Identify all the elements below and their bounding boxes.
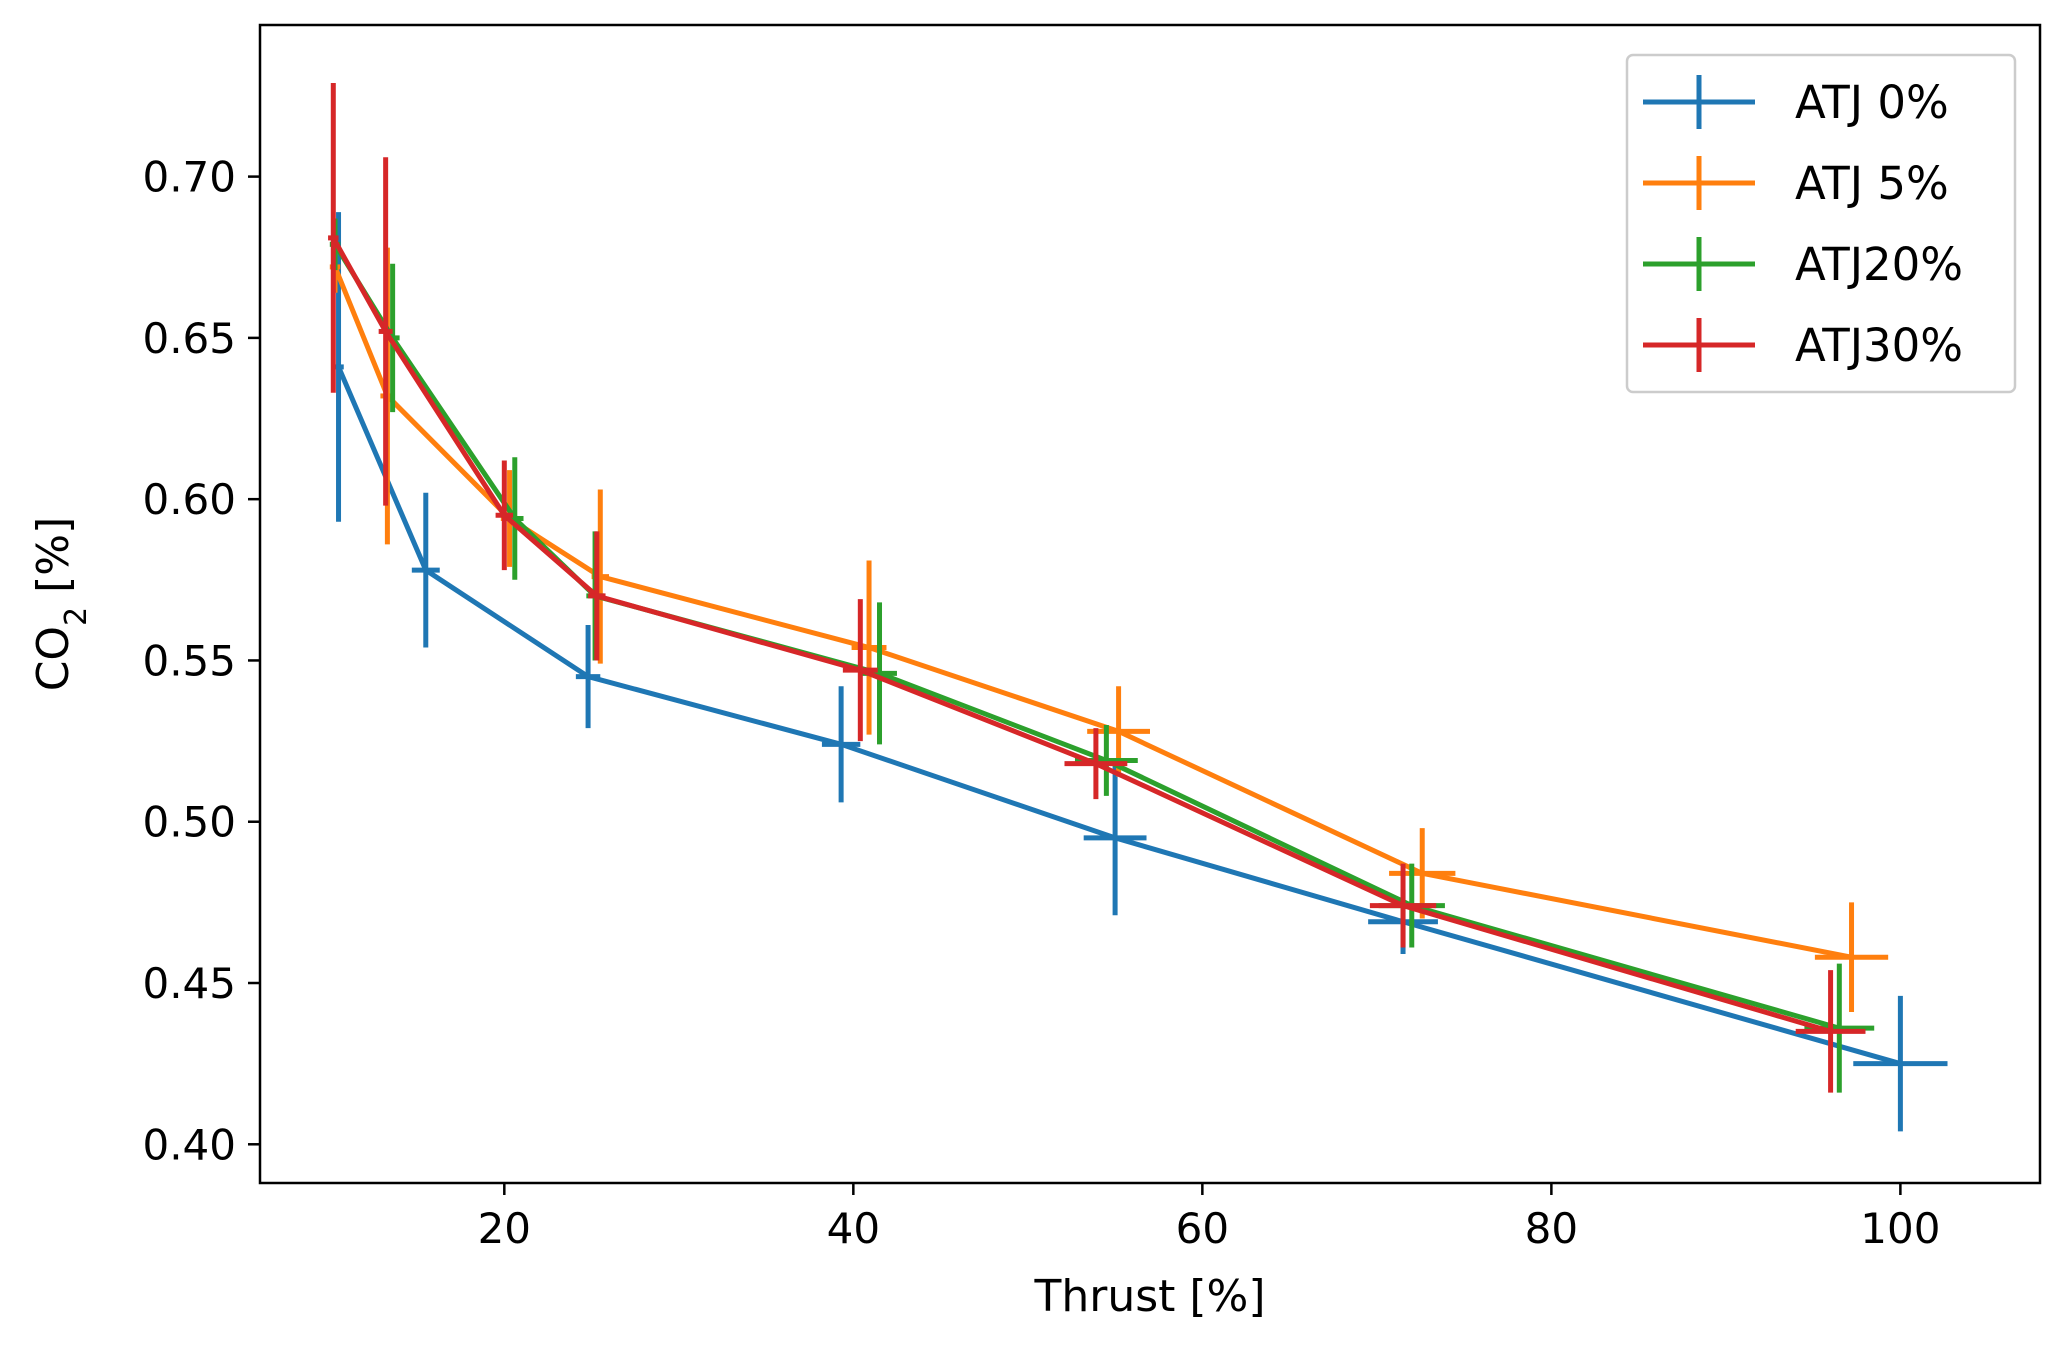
y-tick-label: 0.50 (142, 798, 236, 847)
legend-items: ATJ 0% ATJ 5% ATJ20% ATJ30% (1643, 75, 1963, 372)
series-line (329, 234, 1834, 1035)
legend-label: ATJ 5% (1795, 157, 1949, 210)
legend: ATJ 0% ATJ 5% ATJ20% ATJ30% (1625, 53, 2017, 394)
y-tick-label: 0.45 (142, 959, 236, 1008)
series-line (331, 263, 1855, 961)
legend-label: ATJ20% (1795, 238, 1963, 291)
y-axis-label-unit: [%] (28, 517, 79, 607)
series-4 (328, 83, 1866, 1093)
legend-item: ATJ30% (1643, 318, 1963, 372)
x-tick-label: 80 (1525, 1204, 1578, 1253)
x-axis-label: Thrust [%] (1033, 1271, 1265, 1322)
x-tick-label: 60 (1176, 1204, 1229, 1253)
y-tick-label: 0.65 (142, 314, 236, 363)
legend-box (1625, 53, 2017, 394)
axes-frame (258, 23, 2042, 1185)
axes-ticks: 20 40 60 80 100 0.40 0.45 0.50 0.55 0.60 0.65 0.70 (142, 153, 1940, 1253)
y-axis-label-subscript: 2 (59, 607, 94, 626)
plot-area (328, 83, 1948, 1132)
legend-item: ATJ 0% (1643, 75, 1949, 129)
x-tick-label: 40 (827, 1204, 880, 1253)
y-axis-label: CO2 [%] (28, 517, 94, 692)
x-tick-label: 100 (1860, 1204, 1940, 1253)
y-axis-label-main: CO (28, 626, 79, 691)
y-tick-label: 0.40 (142, 1120, 236, 1169)
legend-item: ATJ 5% (1643, 156, 1949, 210)
y-tick-label: 0.55 (142, 636, 236, 685)
y-tick-label: 0.70 (142, 153, 236, 202)
legend-label: ATJ30% (1795, 319, 1963, 372)
legend-item: ATJ20% (1643, 237, 1963, 291)
y-tick-label: 0.60 (142, 475, 236, 524)
legend-label: ATJ 0% (1795, 76, 1949, 129)
x-tick-label: 20 (478, 1204, 531, 1253)
